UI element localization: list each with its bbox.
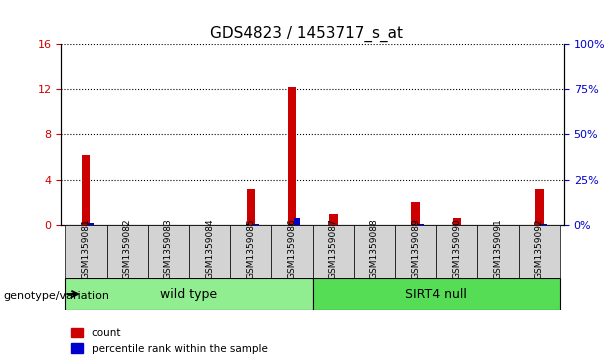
Text: GSM1359091: GSM1359091 (493, 219, 503, 279)
Text: GSM1359086: GSM1359086 (287, 219, 297, 279)
Text: GSM1359088: GSM1359088 (370, 219, 379, 279)
Legend: count, percentile rank within the sample: count, percentile rank within the sample (66, 324, 272, 358)
Bar (452, 218, 461, 225)
FancyBboxPatch shape (272, 225, 313, 278)
Text: GSM1359090: GSM1359090 (452, 219, 462, 279)
Text: GSM1359081: GSM1359081 (82, 219, 91, 279)
Text: SIRT4 null: SIRT4 null (405, 287, 467, 301)
FancyBboxPatch shape (148, 225, 189, 278)
FancyBboxPatch shape (66, 278, 313, 310)
FancyBboxPatch shape (107, 225, 148, 278)
FancyBboxPatch shape (313, 278, 560, 310)
Bar (329, 214, 338, 225)
FancyBboxPatch shape (230, 225, 272, 278)
Bar (246, 189, 255, 225)
FancyBboxPatch shape (354, 225, 395, 278)
Text: GSM1359084: GSM1359084 (205, 219, 214, 279)
Text: GSM1359089: GSM1359089 (411, 219, 420, 279)
Bar (411, 203, 420, 225)
Bar (170, 224, 177, 225)
Text: wild type: wild type (161, 287, 218, 301)
FancyBboxPatch shape (395, 225, 436, 278)
Bar (459, 224, 465, 225)
FancyBboxPatch shape (478, 225, 519, 278)
FancyBboxPatch shape (189, 225, 230, 278)
FancyBboxPatch shape (436, 225, 478, 278)
Bar (82, 155, 90, 225)
Bar (535, 189, 544, 225)
Text: GSM1359085: GSM1359085 (246, 219, 256, 279)
Text: GSM1359083: GSM1359083 (164, 219, 173, 279)
Bar (88, 223, 94, 225)
Text: GSM1359092: GSM1359092 (535, 219, 544, 279)
Bar (418, 224, 424, 225)
Bar (253, 224, 259, 225)
Bar (294, 218, 300, 225)
Bar (287, 87, 296, 225)
Text: GDS4823 / 1453717_s_at: GDS4823 / 1453717_s_at (210, 25, 403, 42)
FancyBboxPatch shape (519, 225, 560, 278)
FancyBboxPatch shape (66, 225, 107, 278)
Bar (541, 224, 547, 225)
FancyBboxPatch shape (313, 225, 354, 278)
Text: genotype/variation: genotype/variation (3, 291, 109, 301)
Bar (335, 224, 341, 225)
Text: GSM1359082: GSM1359082 (123, 219, 132, 279)
Text: GSM1359087: GSM1359087 (329, 219, 338, 279)
